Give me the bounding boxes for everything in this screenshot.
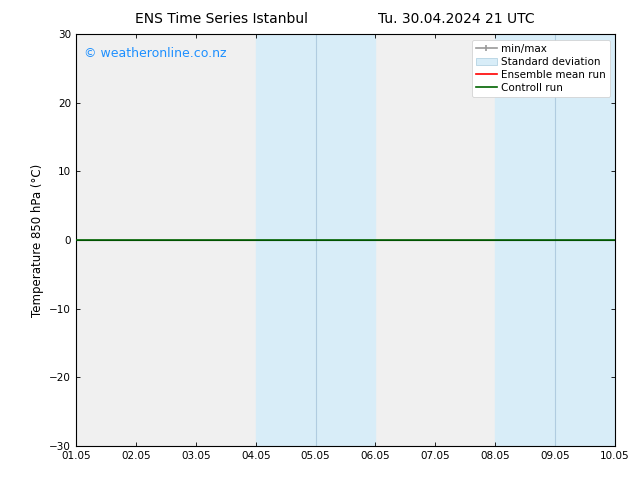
Y-axis label: Temperature 850 hPa (°C): Temperature 850 hPa (°C) bbox=[31, 164, 44, 317]
Legend: min/max, Standard deviation, Ensemble mean run, Controll run: min/max, Standard deviation, Ensemble me… bbox=[472, 40, 610, 97]
Text: ENS Time Series Istanbul: ENS Time Series Istanbul bbox=[136, 12, 308, 26]
Text: Tu. 30.04.2024 21 UTC: Tu. 30.04.2024 21 UTC bbox=[378, 12, 535, 26]
Bar bbox=[495, 34, 615, 446]
Bar bbox=[256, 34, 375, 446]
Text: © weatheronline.co.nz: © weatheronline.co.nz bbox=[84, 47, 227, 60]
